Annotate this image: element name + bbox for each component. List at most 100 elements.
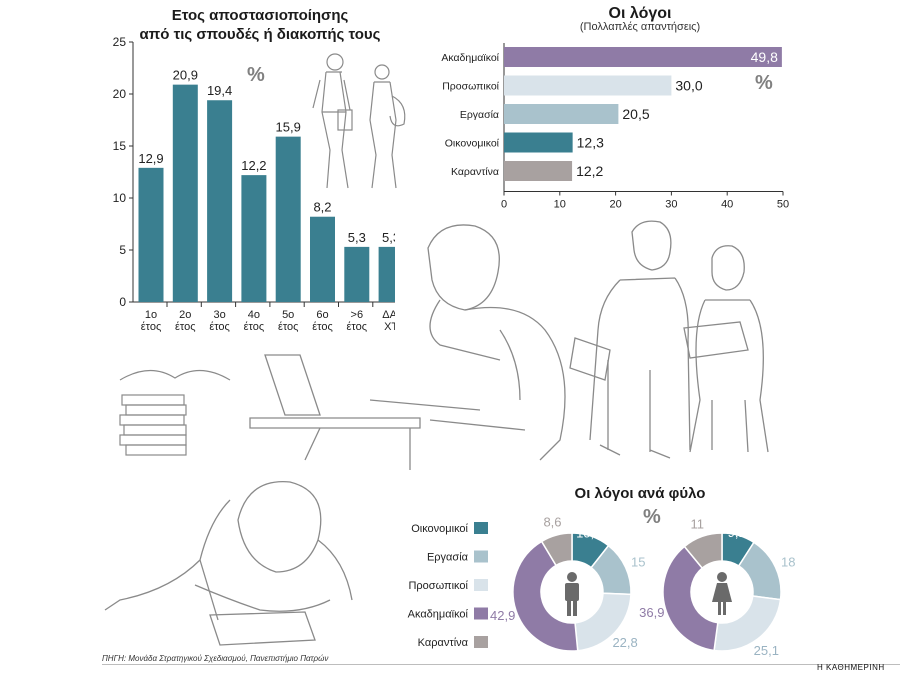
publisher-logo: Η ΚΑΘΗΜΕΡΙΝΗ [817,663,885,672]
chart3-title: Οι λόγοι ανά φύλο [574,485,706,502]
chart2-subtitle: (Πολλαπλές απαντήσεις) [579,21,701,33]
chart2-title: Οι λόγοι [608,5,672,22]
female-icon [712,572,732,615]
donut-value-label: 8,6 [543,515,561,530]
legend-swatch [474,579,488,591]
legend-swatch [474,607,488,620]
bar [275,136,301,302]
x-tick-label-line2: έτος [347,321,368,333]
bar-value-label: 12,2 [241,158,266,173]
donut-value-label: 10,6 [576,525,601,540]
x-tick-label: 0 [501,199,507,211]
category-label: Οικονομικοί [445,138,500,150]
x-tick-label-line2: έτος [175,321,196,333]
legend-label: Ακαδημαϊκοί [408,609,469,621]
x-tick-label-line1: 6ο [316,309,328,321]
x-tick-label-line2: έτος [312,321,333,333]
bar-value-label: 15,9 [276,120,301,135]
x-tick-label: 40 [721,199,733,211]
x-tick-label: 30 [665,199,677,211]
bar-value-label: 49,8 [751,49,778,65]
y-tick-label: 25 [113,35,127,49]
x-tick-label: 10 [554,199,566,211]
bar-value-label: 12,9 [138,151,163,166]
two-students-reading-illustration [569,220,769,459]
x-tick-label-line2: ΧΤ [384,321,395,333]
chart2-unit-label: % [755,72,773,94]
icon-head [567,572,577,582]
donut-value-label: 11 [691,516,705,531]
x-tick-label-line1: ΔΑ/ [382,309,395,321]
bar-value-label: 19,4 [207,83,232,98]
stack-of-books-illustration [119,369,231,456]
donut-value-label: 36,9 [639,605,664,620]
bar-value-label: 12,2 [576,163,603,179]
legend-label: Καραντίνα [418,637,469,649]
donut-value-label: 9,1 [728,525,746,540]
bar [504,104,619,124]
x-tick-label-line1: 5ο [282,309,294,321]
icon-leg [567,600,571,616]
legend-swatch [474,522,488,534]
x-tick-label-line1: 4ο [248,309,260,321]
legend-label: Προσωπικοί [408,580,468,592]
donut-value-label: 42,9 [490,608,515,623]
x-tick-label: 50 [777,199,789,211]
icon-leg [723,602,726,615]
bar-value-label: 20,9 [173,68,198,83]
chart1-bar-chart: 051015202512,91οέτος20,92οέτος19,43οέτος… [113,35,395,333]
student-writing-illustration [104,481,353,646]
legend-swatch [474,550,488,563]
bar [504,47,782,67]
donut-value-label: 18 [781,554,795,569]
icon-leg [718,602,721,615]
donut-value-label: 15 [631,554,645,569]
legend-label: Εργασία [427,552,469,564]
bar-value-label: 20,5 [622,106,649,122]
x-tick-label: 20 [609,199,621,211]
bar-value-label: 5,3 [348,230,366,245]
x-tick-label-line2: έτος [278,321,299,333]
x-tick-label-line1: 3ο [213,309,225,321]
bar [504,132,573,153]
donut-value-label: 25,1 [754,643,779,658]
icon-leg [573,600,577,616]
donut-slice [662,545,719,652]
y-tick-label: 20 [113,87,127,101]
chart1-title: Ετος αποστασιοποίησης από τις σπουδές ή … [139,7,381,43]
bar-value-label: 8,2 [313,200,331,215]
bar [504,161,573,181]
donut-value-label: 22,8 [612,635,637,650]
chart1-unit-label: % [247,64,265,86]
walking-students-illustration [312,53,406,189]
category-label: Ακαδημαϊκοί [441,52,499,64]
bar [241,175,267,302]
legend-swatch [474,636,488,648]
icon-dress [712,583,732,602]
category-label: Προσωπικοί [442,81,499,93]
bar [310,216,335,302]
source-note: ΠΗΓΗ: Μονάδα Στρατηγικού Σχεδιασμού, Παν… [102,654,329,663]
bar-value-label: 5,3 [382,230,395,245]
legend-label: Οικονομικοί [411,523,468,535]
x-tick-label-line1: 2ο [179,309,191,321]
male-icon [565,572,579,616]
chart2-horizontal-bar-chart: Ακαδημαϊκοί 49,8 Προσωπικοί 30,0 Εργασία 20,5… [441,43,789,211]
bar [207,100,233,303]
footer-divider [102,664,900,665]
donut-slice [512,540,579,652]
x-tick-label-line2: έτος [141,321,162,333]
x-tick-label-line1: >6 [351,309,364,321]
chart3-donut-charts: Οικονομικοί Εργασία Προσωπικοί Ακαδημαϊκοί Κ… [408,515,796,658]
y-tick-label: 10 [113,191,127,205]
bar [504,75,672,96]
icon-head [717,572,727,582]
category-label: Καραντίνα [451,166,499,178]
x-tick-label-line1: 1ο [145,309,157,321]
x-tick-label-line2: έτος [244,321,265,333]
icon-body [565,583,579,601]
bar [344,246,370,302]
bar [172,84,198,302]
chart3-unit-label: % [643,506,661,528]
